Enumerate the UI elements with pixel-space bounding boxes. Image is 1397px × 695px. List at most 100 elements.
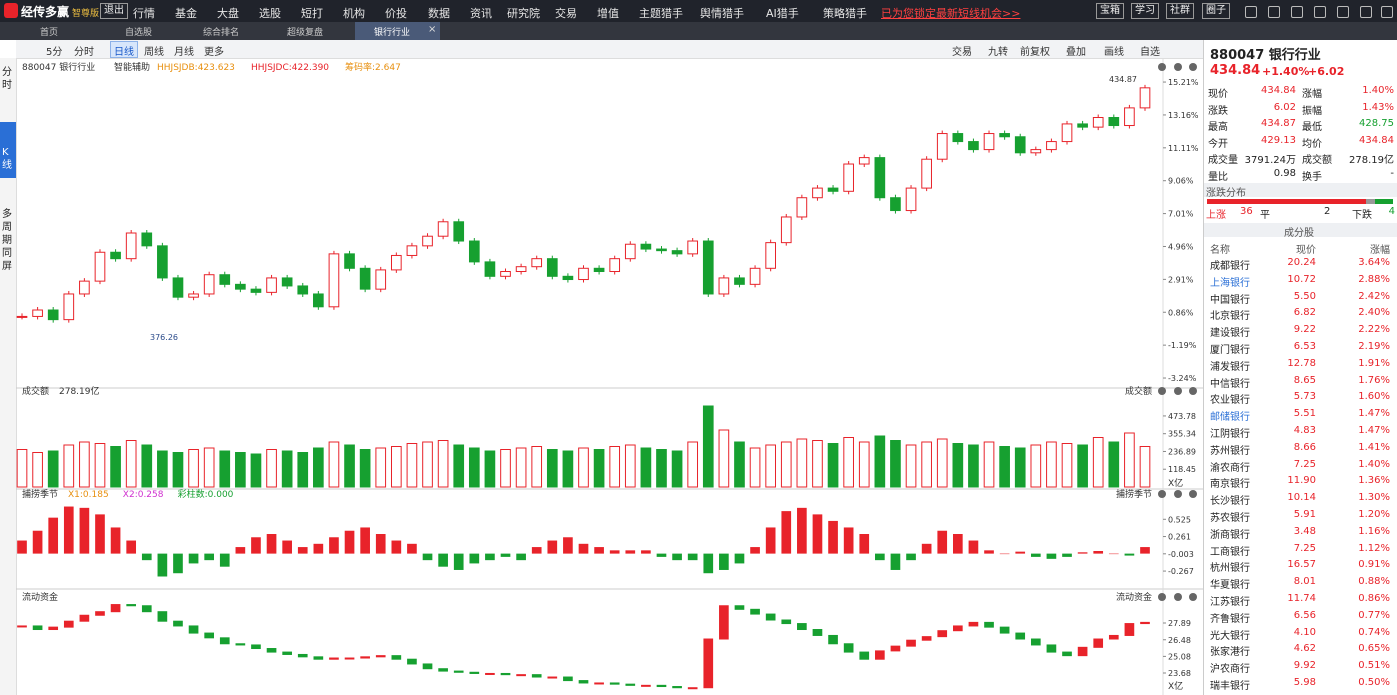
window-icon[interactable]: [1245, 6, 1257, 18]
tab[interactable]: 综合排名: [203, 28, 240, 38]
top-button[interactable]: 学习: [1131, 3, 1159, 19]
stock-price: 7.25: [1293, 542, 1316, 554]
menu-item[interactable]: 舆情猎手: [700, 7, 744, 20]
stock-name[interactable]: 工商银行: [1210, 546, 1250, 558]
stock-name[interactable]: 邮储银行: [1210, 412, 1250, 424]
flow-bar: [625, 683, 636, 686]
window-icon[interactable]: [1291, 6, 1303, 18]
exit-button[interactable]: 退出: [100, 3, 128, 19]
stock-name[interactable]: 中信银行: [1210, 378, 1250, 390]
stock-name[interactable]: 南京银行: [1210, 479, 1250, 491]
menu-item[interactable]: 增值: [597, 7, 619, 20]
window-icon[interactable]: [1268, 6, 1280, 18]
menu-item[interactable]: 行情: [133, 7, 155, 20]
candle: [734, 277, 745, 285]
stock-name[interactable]: 江阴银行: [1210, 429, 1250, 440]
window-icon[interactable]: [1314, 6, 1326, 18]
quote-value: 428.75: [1359, 118, 1394, 129]
candle: [749, 267, 761, 285]
side-tab[interactable]: 分时: [2, 67, 12, 91]
menu-item[interactable]: 数据: [428, 7, 450, 20]
period-button[interactable]: 5分: [46, 47, 63, 58]
stock-name[interactable]: 厦门银行: [1210, 345, 1250, 356]
stock-name[interactable]: 北京银行: [1210, 311, 1250, 323]
menu-item[interactable]: 短打: [301, 7, 323, 20]
flow-bar: [266, 648, 277, 653]
tool-button[interactable]: 叠加: [1066, 47, 1086, 58]
window-icon[interactable]: [1360, 6, 1372, 18]
promo-link[interactable]: 已为您锁定最新短线机会>>: [881, 7, 1021, 20]
candle: [624, 243, 636, 260]
stock-name[interactable]: 苏农银行: [1210, 513, 1250, 524]
panel-icon: [1189, 593, 1197, 601]
tool-button[interactable]: 九转: [988, 47, 1008, 58]
side-tab[interactable]: 多周期同屏: [2, 209, 12, 272]
y-tick-label: 7.01%: [1168, 210, 1194, 219]
menu-item[interactable]: 大盘: [217, 7, 239, 20]
tab[interactable]: 首页: [40, 28, 59, 38]
stock-name[interactable]: 上海银行: [1210, 277, 1250, 289]
volume-bar: [125, 440, 137, 488]
top-button[interactable]: 宝箱: [1096, 3, 1124, 19]
stock-price: 16.57: [1287, 559, 1316, 571]
volume-bar: [172, 452, 184, 488]
menu-item[interactable]: AI猎手: [766, 7, 799, 20]
stock-name[interactable]: 成都银行: [1210, 261, 1250, 272]
top-button[interactable]: 社群: [1166, 3, 1194, 19]
tab[interactable]: 银行行业: [374, 28, 411, 38]
menu-item[interactable]: 研究院: [507, 7, 540, 20]
candle: [250, 288, 262, 293]
stock-name[interactable]: 光大银行: [1210, 630, 1250, 642]
tool-button[interactable]: 自选: [1140, 47, 1160, 58]
stock-name[interactable]: 江苏银行: [1210, 597, 1250, 608]
stock-name[interactable]: 张家港行: [1210, 647, 1250, 659]
indicator: 彩柱数:0.000: [178, 488, 234, 500]
stock-name[interactable]: 建设银行: [1210, 328, 1250, 340]
menu-item[interactable]: 基金: [175, 7, 197, 20]
candle: [968, 141, 979, 151]
candle: [1108, 117, 1120, 127]
volume-bar: [578, 447, 589, 488]
volume-bar: [188, 449, 199, 488]
candle: [219, 274, 231, 285]
stock-name[interactable]: 渝农商行: [1210, 462, 1250, 474]
period-button[interactable]: 更多: [204, 47, 224, 58]
stock-name[interactable]: 瑞丰银行: [1210, 681, 1250, 692]
period-button[interactable]: 日线: [114, 47, 134, 58]
stock-name[interactable]: 沪农商行: [1210, 664, 1250, 676]
menu-item[interactable]: 策略猎手: [823, 7, 867, 20]
stock-change: 2.88%: [1358, 273, 1390, 285]
side-tab[interactable]: K线: [2, 147, 12, 171]
tool-button[interactable]: 前复权: [1020, 47, 1050, 58]
low-annotation: 376.26: [150, 333, 178, 342]
menu-item[interactable]: 资讯: [470, 7, 492, 20]
stock-name[interactable]: 华夏银行: [1210, 580, 1250, 592]
stock-name[interactable]: 长沙银行: [1210, 496, 1250, 508]
quote-value: -: [1390, 167, 1394, 179]
stock-name[interactable]: 农业银行: [1210, 395, 1250, 407]
tab[interactable]: 自选股: [125, 28, 153, 38]
stock-name[interactable]: 苏州银行: [1210, 445, 1250, 457]
tab-close[interactable]: ×: [428, 24, 437, 35]
window-icon[interactable]: [1381, 6, 1393, 18]
menu-item[interactable]: 主题猎手: [639, 7, 683, 20]
window-icon[interactable]: [1337, 6, 1349, 18]
tool-button[interactable]: 交易: [952, 47, 972, 58]
period-button[interactable]: 周线: [144, 47, 164, 58]
stock-name[interactable]: 杭州银行: [1210, 563, 1250, 575]
menu-item[interactable]: 价投: [385, 7, 407, 20]
stock-change: 0.86%: [1358, 593, 1390, 604]
top-button[interactable]: 圈子: [1202, 3, 1230, 19]
stock-name[interactable]: 浦发银行: [1210, 361, 1250, 373]
stock-name[interactable]: 浙商银行: [1210, 529, 1250, 541]
menu-item[interactable]: 交易: [555, 7, 577, 20]
period-button[interactable]: 月线: [174, 47, 194, 58]
menu-item[interactable]: 机构: [343, 7, 365, 20]
stock-name[interactable]: 齐鲁银行: [1210, 613, 1250, 625]
macd-bar: [812, 514, 823, 554]
menu-item[interactable]: 选股: [259, 7, 281, 20]
stock-name[interactable]: 中国银行: [1210, 294, 1250, 306]
tab[interactable]: 超级复盘: [287, 28, 324, 38]
period-button[interactable]: 分时: [74, 47, 94, 58]
tool-button[interactable]: 画线: [1104, 47, 1124, 58]
